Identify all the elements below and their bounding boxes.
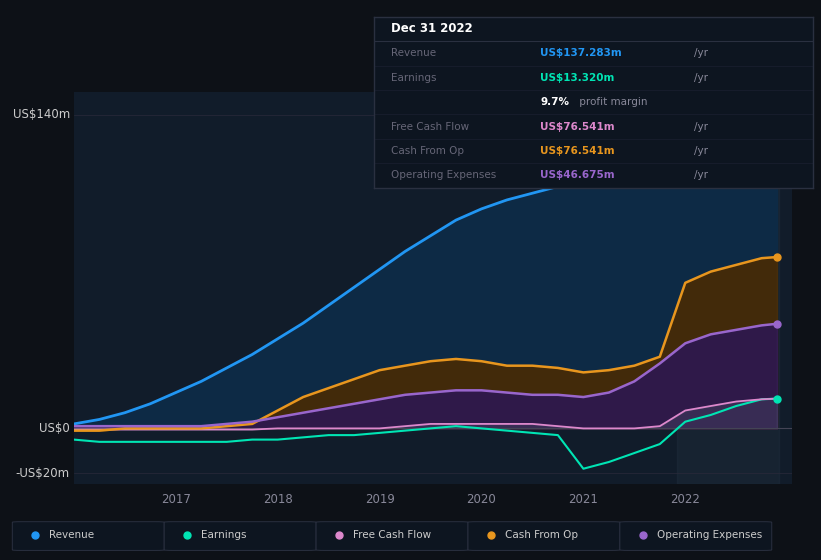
- Text: Revenue: Revenue: [391, 48, 436, 58]
- Bar: [677, 92, 779, 484]
- Text: profit margin: profit margin: [576, 97, 647, 107]
- FancyBboxPatch shape: [468, 522, 620, 550]
- Text: US$46.675m: US$46.675m: [540, 170, 615, 180]
- Text: /yr: /yr: [695, 122, 709, 132]
- Text: 9.7%: 9.7%: [540, 97, 570, 107]
- FancyBboxPatch shape: [164, 522, 316, 550]
- FancyBboxPatch shape: [316, 522, 468, 550]
- Text: US$0: US$0: [39, 422, 70, 435]
- FancyBboxPatch shape: [620, 522, 772, 550]
- Text: /yr: /yr: [695, 146, 709, 156]
- Text: US$76.541m: US$76.541m: [540, 146, 615, 156]
- Text: US$137.283m: US$137.283m: [540, 48, 622, 58]
- Text: Dec 31 2022: Dec 31 2022: [391, 22, 473, 35]
- Text: /yr: /yr: [695, 170, 709, 180]
- Text: US$76.541m: US$76.541m: [540, 122, 615, 132]
- Text: Cash From Op: Cash From Op: [505, 530, 578, 540]
- Text: Free Cash Flow: Free Cash Flow: [353, 530, 431, 540]
- Text: Operating Expenses: Operating Expenses: [657, 530, 762, 540]
- Text: Revenue: Revenue: [49, 530, 94, 540]
- Text: /yr: /yr: [695, 48, 709, 58]
- FancyBboxPatch shape: [12, 522, 164, 550]
- Text: Cash From Op: Cash From Op: [391, 146, 464, 156]
- Text: Free Cash Flow: Free Cash Flow: [391, 122, 470, 132]
- Text: Earnings: Earnings: [391, 73, 437, 83]
- Text: US$13.320m: US$13.320m: [540, 73, 615, 83]
- Text: -US$20m: -US$20m: [16, 466, 70, 480]
- Text: US$140m: US$140m: [12, 108, 70, 122]
- Text: /yr: /yr: [695, 73, 709, 83]
- Text: Earnings: Earnings: [201, 530, 246, 540]
- Text: Operating Expenses: Operating Expenses: [391, 170, 497, 180]
